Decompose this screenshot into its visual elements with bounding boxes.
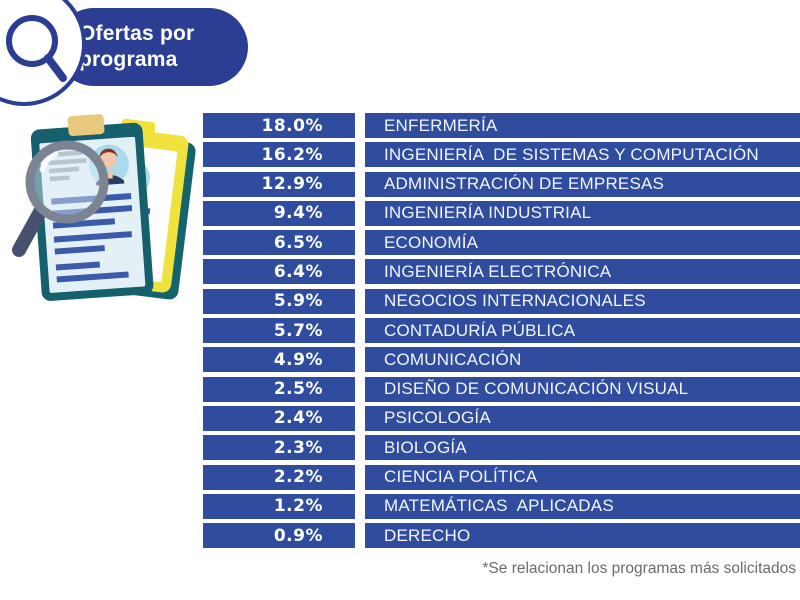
table-row: 6.5% ECONOMÍA <box>203 230 800 256</box>
row-divider <box>355 259 365 285</box>
row-divider <box>355 171 365 197</box>
row-program-label: ADMINISTRACIÓN DE EMPRESAS <box>365 171 800 197</box>
row-program-label: CONTADURÍA PÚBLICA <box>365 318 800 344</box>
row-program-label: PSICOLOGÍA <box>365 405 800 431</box>
row-percent: 2.4% <box>203 405 355 431</box>
page-title-pill: Ofertas por programa <box>55 8 248 86</box>
row-divider <box>355 405 365 431</box>
table-row: 2.4% PSICOLOGÍA <box>203 405 800 431</box>
table-row: 18.0% ENFERMERÍA <box>203 113 800 138</box>
table-row: 5.9% NEGOCIOS INTERNACIONALES <box>203 288 800 314</box>
table-row: 5.7% CONTADURÍA PÚBLICA <box>203 318 800 344</box>
row-percent: 16.2% <box>203 142 355 168</box>
page-title: Ofertas por programa <box>55 21 194 73</box>
row-percent: 0.9% <box>203 523 355 549</box>
magnifying-glass-icon <box>12 140 109 257</box>
table-row: 2.2% CIENCIA POLÍTICA <box>203 464 800 490</box>
row-percent: 2.3% <box>203 435 355 461</box>
row-divider <box>355 200 365 226</box>
row-program-label: MATEMÁTICAS APLICADAS <box>365 493 800 519</box>
row-divider <box>355 493 365 519</box>
row-program-label: ECONOMÍA <box>365 230 800 256</box>
footnote: *Se relacionan los programas más solicit… <box>482 560 796 577</box>
row-program-label: CIENCIA POLÍTICA <box>365 464 800 490</box>
table-row: 9.4% INGENIERÍA INDUSTRIAL <box>203 200 800 226</box>
row-percent: 9.4% <box>203 200 355 226</box>
row-program-label: ENFERMERÍA <box>365 113 800 138</box>
row-percent: 5.7% <box>203 318 355 344</box>
row-divider <box>355 435 365 461</box>
row-divider <box>355 288 365 314</box>
row-divider <box>355 113 365 138</box>
row-program-label: NEGOCIOS INTERNACIONALES <box>365 288 800 314</box>
row-percent: 6.5% <box>203 230 355 256</box>
table-row: 6.4% INGENIERÍA ELECTRÓNICA <box>203 259 800 285</box>
program-table: 18.0% ENFERMERÍA 16.2% INGENIERÍA DE SISTEM… <box>203 113 800 549</box>
row-program-label: DERECHO <box>365 523 800 549</box>
row-divider <box>355 523 365 549</box>
row-program-label: INGENIERÍA ELECTRÓNICA <box>365 259 800 285</box>
row-percent: 5.9% <box>203 288 355 314</box>
table-row: 4.9% COMUNICACIÓN <box>203 347 800 373</box>
row-percent: 18.0% <box>203 113 355 138</box>
row-percent: 2.5% <box>203 376 355 402</box>
page-title-line1: Ofertas por <box>79 22 195 45</box>
page-title-line2: programa <box>79 48 178 71</box>
row-program-label: BIOLOGÍA <box>365 435 800 461</box>
row-program-label: INGENIERÍA DE SISTEMAS Y COMPUTACIÓN <box>365 142 800 168</box>
table-row: 1.2% MATEMÁTICAS APLICADAS <box>203 493 800 519</box>
row-divider <box>355 376 365 402</box>
table-row: 0.9% DERECHO <box>203 523 800 549</box>
row-percent: 1.2% <box>203 493 355 519</box>
row-percent: 12.9% <box>203 171 355 197</box>
row-program-label: DISEÑO DE COMUNICACIÓN VISUAL <box>365 376 800 402</box>
row-divider <box>355 142 365 168</box>
table-row: 2.3% BIOLOGÍA <box>203 435 800 461</box>
header-badge-circle <box>0 0 86 106</box>
resumes-illustration <box>10 110 200 310</box>
row-divider <box>355 347 365 373</box>
row-percent: 4.9% <box>203 347 355 373</box>
table-row: 2.5% DISEÑO DE COMUNICACIÓN VISUAL <box>203 376 800 402</box>
table-row: 16.2% INGENIERÍA DE SISTEMAS Y COMPUTACIÓ… <box>203 142 800 168</box>
magnifier-icon <box>6 15 67 82</box>
row-percent: 2.2% <box>203 464 355 490</box>
table-row: 12.9% ADMINISTRACIÓN DE EMPRESAS <box>203 171 800 197</box>
row-divider <box>355 230 365 256</box>
row-program-label: INGENIERÍA INDUSTRIAL <box>365 200 800 226</box>
row-divider <box>355 318 365 344</box>
row-divider <box>355 464 365 490</box>
row-program-label: COMUNICACIÓN <box>365 347 800 373</box>
row-percent: 6.4% <box>203 259 355 285</box>
